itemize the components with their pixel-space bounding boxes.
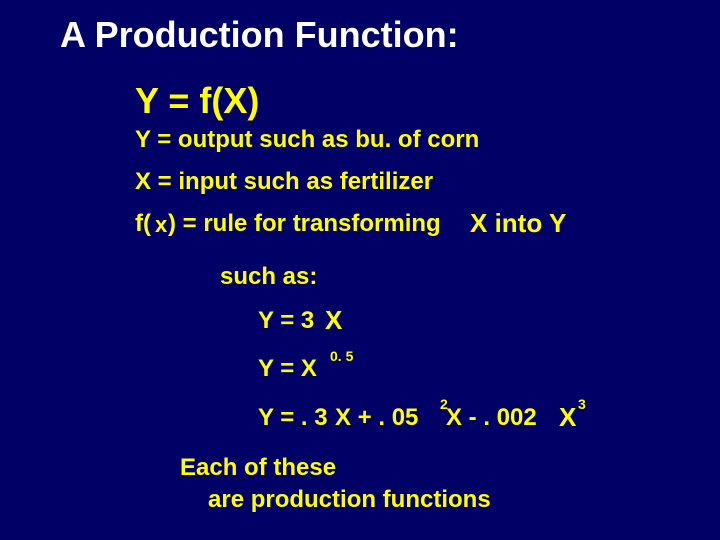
sup-sup-3: 3 xyxy=(578,396,586,412)
text-ex3-p1: Y = . 3 xyxy=(258,404,328,432)
text-such-as: such as: xyxy=(220,263,317,291)
text-footer1: Each of these xyxy=(180,454,336,482)
text-ex1-pre: Y = 3 xyxy=(258,307,314,335)
text-def-fx4: X into Y xyxy=(470,208,566,239)
text-footer2: are production functions xyxy=(208,486,491,514)
text-ex3-x3: X xyxy=(559,402,576,433)
text-eq-main: Y = f(X) xyxy=(135,80,259,122)
slide-title: A Production Function: xyxy=(60,14,459,56)
text-def-y: Y = output such as bu. of corn xyxy=(135,126,479,154)
sup-sup-2: 2 xyxy=(440,396,448,412)
text-ex3-x2: X - . 002 xyxy=(446,404,537,432)
text-def-fx1: f( xyxy=(135,210,151,238)
text-ex3-x1: X + . 05 xyxy=(335,404,418,432)
text-def-fx3: ) = rule for transforming xyxy=(168,210,441,238)
text-ex1-x: X xyxy=(325,305,342,336)
text-ex2-base: Y = X xyxy=(258,355,317,383)
text-def-fx2: x xyxy=(155,212,167,238)
sup-sup-05: 0. 5 xyxy=(330,348,353,364)
text-def-x: X = input such as fertilizer xyxy=(135,168,433,196)
